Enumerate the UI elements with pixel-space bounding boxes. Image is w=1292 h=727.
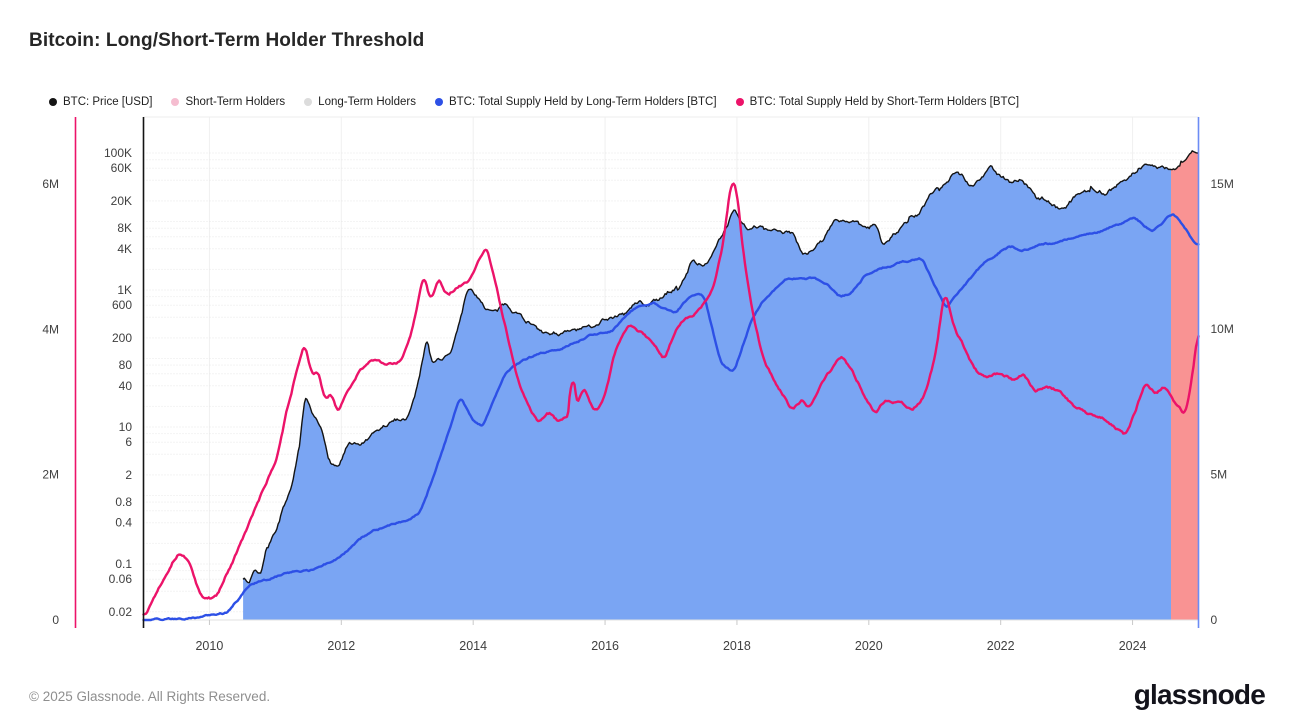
price-tick-label: 2 xyxy=(125,468,132,482)
price-area xyxy=(243,150,1199,621)
glassnode-logo: glassnode xyxy=(1133,679,1266,710)
sth-supply-line xyxy=(142,182,1200,616)
copyright-text: © 2025 Glassnode. All Rights Reserved. xyxy=(29,689,271,704)
price-tick-label: 0.8 xyxy=(115,495,132,509)
price-tick-label: 0.4 xyxy=(115,516,132,530)
legend-marker-icon xyxy=(434,98,443,106)
legend-item-3[interactable]: BTC: Total Supply Held by Long-Term Hold… xyxy=(434,96,717,108)
chart-plot-area[interactable] xyxy=(144,117,1199,620)
price-tick-label: 1K xyxy=(117,283,132,297)
price-tick-label: 0.1 xyxy=(115,557,132,571)
page-title: Bitcoin: Long/Short-Term Holder Threshol… xyxy=(29,30,425,51)
price-tick-label: 8K xyxy=(117,221,132,235)
price-tick-label: 200 xyxy=(112,331,132,345)
price-tick-label: 600 xyxy=(112,298,132,312)
x-tick-label: 2022 xyxy=(987,639,1015,653)
sth-tick-label: 4M xyxy=(42,322,59,336)
sth-tick-label: 0 xyxy=(52,613,59,627)
lth-tick-label: 15M xyxy=(1211,177,1234,191)
legend-item-0[interactable]: BTC: Price [USD] xyxy=(49,96,152,108)
x-tick-label: 2012 xyxy=(327,639,355,653)
price-tick-label: 60K xyxy=(111,161,132,175)
price-tick-label: 6 xyxy=(125,435,132,449)
x-tick-label: 2024 xyxy=(1119,639,1147,653)
x-tick-label: 2014 xyxy=(459,639,487,653)
price-tick-label: 20K xyxy=(111,194,132,208)
legend-marker-icon xyxy=(735,98,744,106)
lth-tick-label: 0 xyxy=(1211,613,1218,627)
legend-item-4[interactable]: BTC: Total Supply Held by Short-Term Hol… xyxy=(735,96,1020,108)
x-tick-label: 2018 xyxy=(723,639,751,653)
price-tick-label: 40 xyxy=(119,379,133,393)
legend-item-2[interactable]: Long-Term Holders xyxy=(304,96,416,108)
legend-marker-icon xyxy=(49,98,57,106)
price-tick-label: 10 xyxy=(119,420,133,434)
price-tick-label: 4K xyxy=(117,242,132,256)
highlight-band xyxy=(1171,150,1199,621)
x-tick-label: 2010 xyxy=(195,639,223,653)
lth-tick-label: 5M xyxy=(1211,468,1228,482)
legend-marker-icon xyxy=(171,98,180,106)
legend-label: Long-Term Holders xyxy=(318,96,416,108)
legend-marker-icon xyxy=(304,98,313,106)
sth-tick-label: 6M xyxy=(42,177,59,191)
lth-tick-label: 10M xyxy=(1211,322,1234,336)
legend-item-1[interactable]: Short-Term Holders xyxy=(171,96,285,108)
price-tick-label: 100K xyxy=(104,146,132,160)
legend-label: BTC: Total Supply Held by Long-Term Hold… xyxy=(448,96,717,108)
legend-label: BTC: Total Supply Held by Short-Term Hol… xyxy=(749,96,1020,108)
lth-supply-line xyxy=(142,213,1200,622)
x-tick-label: 2016 xyxy=(591,639,619,653)
x-tick-label: 2020 xyxy=(855,639,883,653)
price-tick-label: 0.06 xyxy=(109,572,133,586)
legend-label: Short-Term Holders xyxy=(185,96,286,108)
price-line xyxy=(242,150,1199,584)
legend-label: BTC: Price [USD] xyxy=(63,96,153,108)
price-tick-label: 80 xyxy=(119,358,133,372)
price-tick-label: 0.02 xyxy=(109,605,133,619)
sth-tick-label: 2M xyxy=(42,468,59,482)
chart-legend: BTC: Price [USD] Short-Term Holders Long-T… xyxy=(49,96,1019,108)
